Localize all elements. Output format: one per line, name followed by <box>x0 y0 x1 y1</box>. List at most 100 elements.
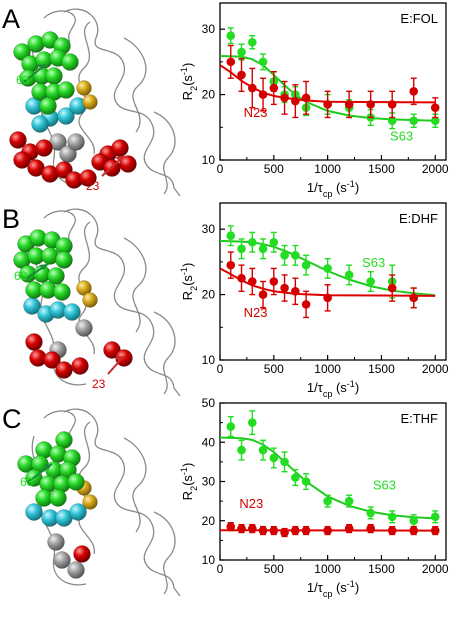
data-point <box>409 87 419 96</box>
data-point <box>366 277 375 286</box>
gray-residue-sphere <box>53 551 71 569</box>
data-point <box>226 231 236 241</box>
data-point <box>269 277 279 286</box>
x-axis-label: 1/τcp (s-1) <box>307 579 359 599</box>
y-label-sub: 2 <box>189 486 199 491</box>
data-point <box>226 260 236 270</box>
cyan-residue-sphere <box>31 115 49 133</box>
green-arrow-head <box>43 464 52 470</box>
data-point <box>237 47 246 57</box>
data-point <box>291 473 300 482</box>
data-point <box>269 453 279 463</box>
green-residue-sphere <box>45 67 63 85</box>
data-point <box>291 96 300 106</box>
x-label-unit: (s <box>332 580 347 595</box>
data-point <box>237 244 246 254</box>
series-n23 <box>219 251 436 319</box>
protein-structure: 63 <box>17 408 181 597</box>
x-label-main: 1/τ <box>307 180 324 195</box>
backbone-trace <box>31 235 87 386</box>
series-label: N23 <box>239 496 263 511</box>
green-arrow-head <box>37 64 46 70</box>
data-point <box>258 445 268 455</box>
y-label-close: ) <box>180 463 195 467</box>
backbone-trace <box>123 437 147 533</box>
gold-residue-sphere <box>82 494 98 510</box>
green-residue-sphere <box>49 489 67 507</box>
green-residue-sphere <box>47 267 65 285</box>
plot-frame <box>219 202 447 361</box>
red-residue-sphere <box>35 139 53 157</box>
data-point <box>247 83 257 93</box>
cyan-residue-sphere <box>57 107 75 125</box>
data-point <box>409 526 419 535</box>
data-point <box>301 260 311 270</box>
data-point <box>387 283 397 293</box>
gray-residue-sphere <box>75 319 93 337</box>
series-label: S63 <box>390 128 413 143</box>
y-tick-label: 10 <box>202 553 216 567</box>
y-label-close: ) <box>180 63 195 67</box>
red-residue-sphere <box>73 545 91 563</box>
panel-c: C 63 0 500 1000 1500 2000 10 20 30 40 50 E:THF 1/τcp … <box>2 396 449 599</box>
data-point <box>258 526 268 535</box>
x-tick-label: 1500 <box>368 562 395 576</box>
red-residue-sphere <box>111 139 129 157</box>
protein-structure: 63 23 <box>9 8 181 197</box>
red-residue-sphere <box>71 357 89 375</box>
data-point <box>344 524 354 533</box>
x-label-exp: -1 <box>347 379 355 389</box>
data-point <box>247 418 257 427</box>
data-point <box>237 524 246 533</box>
y-label-sub: 2 <box>189 286 199 291</box>
x-label-unit: (s <box>332 380 347 395</box>
x-label-main: 1/τ <box>307 580 324 595</box>
data-point <box>409 116 419 126</box>
chart-title: E:FOL <box>400 11 438 26</box>
data-point <box>280 528 289 537</box>
series-label: S63 <box>373 477 396 492</box>
x-tick-label: 500 <box>264 162 284 176</box>
data-point <box>226 31 236 41</box>
data-point <box>258 290 268 299</box>
data-point <box>226 422 236 431</box>
data-point <box>247 277 257 286</box>
data-point <box>237 70 246 80</box>
x-label-sub: cp <box>323 389 333 399</box>
data-point <box>280 283 289 293</box>
y-label-unit: (s <box>180 75 195 86</box>
data-point <box>301 300 311 309</box>
green-residue-sphere <box>61 53 79 71</box>
y-tick-label: 30 <box>202 22 216 36</box>
x-label-exp: -1 <box>347 579 355 589</box>
red-residue-sphere <box>9 131 27 149</box>
gold-residue-sphere <box>76 80 92 96</box>
x-tick-label: 500 <box>264 562 284 576</box>
y-label-exp: -1 <box>179 467 189 475</box>
data-point <box>323 496 332 506</box>
data-point <box>409 516 419 526</box>
panel-letter: C <box>2 404 22 434</box>
data-point <box>387 512 397 522</box>
backbone-trace <box>43 210 76 243</box>
series-label: N23 <box>244 105 268 120</box>
data-point <box>430 116 440 126</box>
backbone-trace <box>153 511 176 595</box>
y-label-main: R <box>180 491 195 500</box>
red-residue-sphere <box>13 151 31 169</box>
x-tick-label: 1000 <box>314 162 341 176</box>
residue-label-63: 63 <box>16 73 30 87</box>
x-tick-label: 1000 <box>314 362 341 376</box>
y-tick-label: 30 <box>202 222 216 236</box>
panel-letter: B <box>2 204 20 234</box>
y-tick-label: 20 <box>202 288 216 302</box>
series-n23 <box>219 522 440 538</box>
backbone-trace <box>63 8 181 197</box>
x-label-sub: cp <box>323 589 333 599</box>
backbone-trace <box>153 111 176 195</box>
series-s63 <box>219 410 440 528</box>
data-point <box>387 100 397 109</box>
panel-a: A 63 23 0 500 1000 1500 2000 10 20 30 E:FOL 1/τcp (s… <box>2 2 449 199</box>
backbone-trace <box>123 37 147 133</box>
